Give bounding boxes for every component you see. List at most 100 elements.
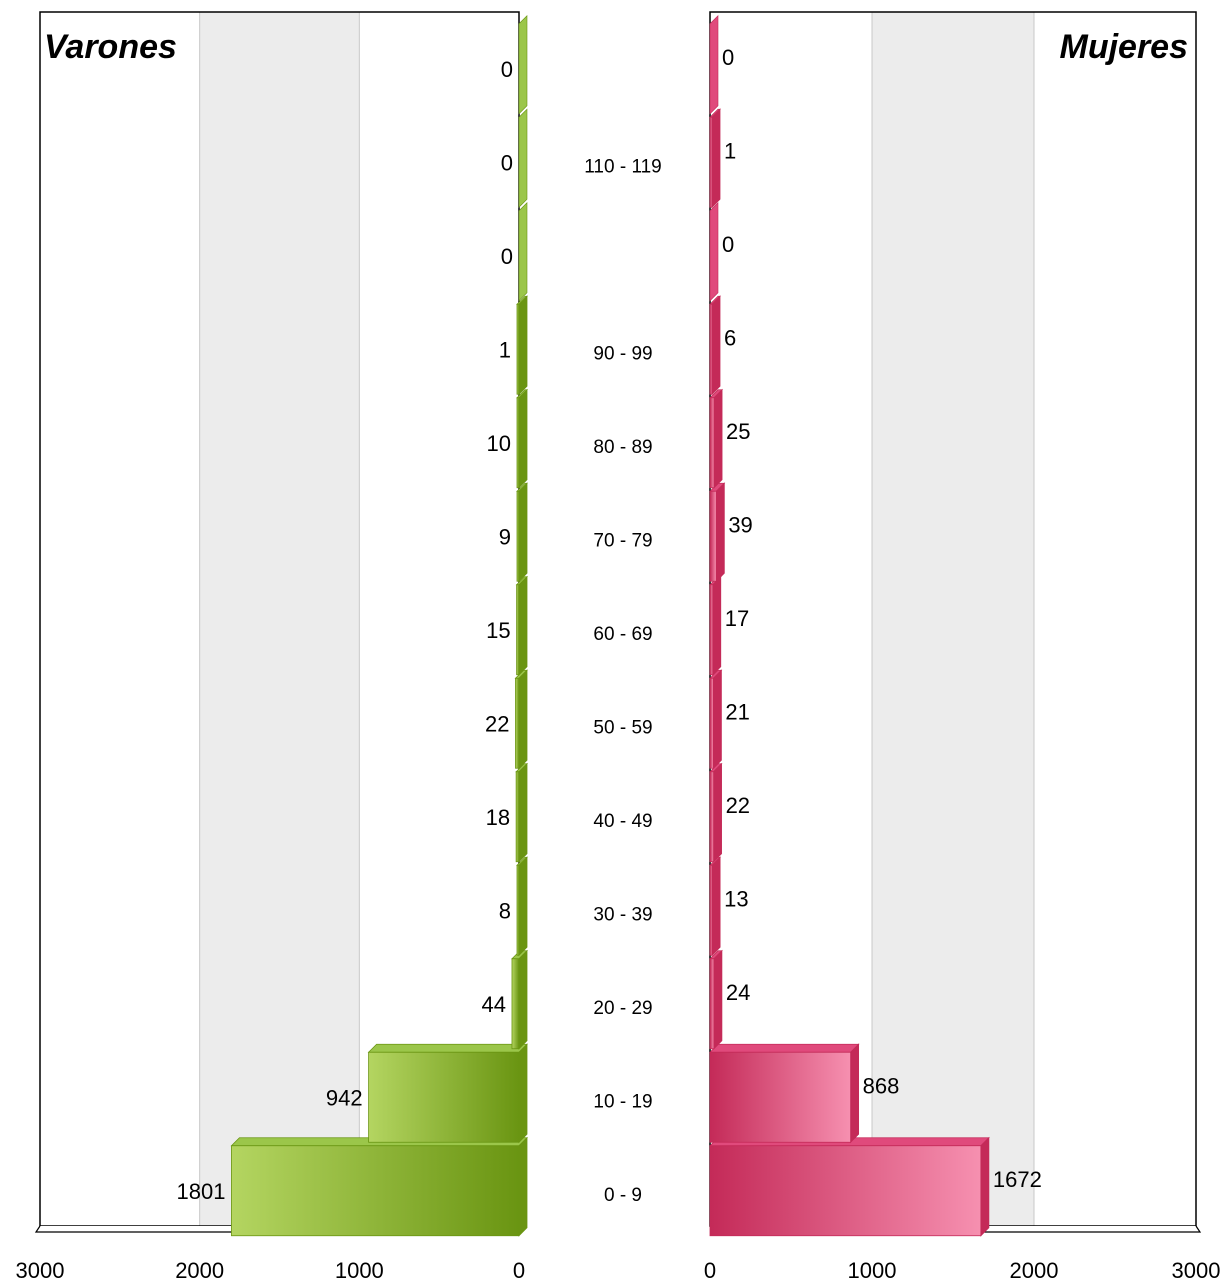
right-bar-side <box>715 482 725 583</box>
left-value-label: 9 <box>499 524 511 549</box>
right-value-label: 1 <box>724 138 736 163</box>
right-bar-side <box>711 108 721 209</box>
right-value-label: 17 <box>725 606 749 631</box>
left-value-label: 942 <box>326 1085 363 1110</box>
category-labels: 0 - 9 10 - 19 20 - 29 30 - 39 40 - 49 50 - 59… <box>584 156 661 1206</box>
left-value-label: 8 <box>499 898 511 923</box>
left-bar-side <box>518 1136 528 1237</box>
right-tick-label: 1000 <box>848 1258 897 1283</box>
right-bar <box>709 116 713 208</box>
category-label: 60 - 69 <box>593 624 652 645</box>
category-label: 70 - 79 <box>593 530 652 551</box>
right-bar <box>709 397 715 489</box>
right-bar <box>709 677 714 769</box>
left-bar-side <box>518 1043 528 1144</box>
right-value-label: 13 <box>724 886 748 911</box>
right-bar <box>709 771 714 863</box>
left-value-label: 10 <box>487 431 511 456</box>
right-value-label: 22 <box>726 793 750 818</box>
mujeres-panel: 1672 868 24 13 22 21 17 39 25 6 0 1 0 3000 2000 1000 0 <box>704 11 1221 1283</box>
left-bar-side <box>518 295 528 396</box>
left-bar <box>231 1145 520 1237</box>
category-label: 40 - 49 <box>593 811 652 832</box>
left-bar-side <box>518 856 528 957</box>
left-bar-side <box>518 575 528 676</box>
right-value-label: 24 <box>726 980 750 1005</box>
left-bar-side <box>518 669 528 770</box>
category-label: 30 - 39 <box>593 904 652 925</box>
right-value-label: 21 <box>725 699 749 724</box>
right-value-label: 39 <box>728 512 752 537</box>
left-tick-label: 3000 <box>16 1258 65 1283</box>
right-bar <box>709 958 715 1050</box>
left-bar <box>368 1051 520 1143</box>
left-value-label: 1801 <box>176 1179 225 1204</box>
right-bar <box>709 15 719 115</box>
left-value-label: 0 <box>501 57 513 82</box>
right-value-label: 6 <box>724 325 736 350</box>
left-bar <box>515 677 520 769</box>
category-label: 0 - 9 <box>604 1185 642 1206</box>
left-bar <box>516 490 520 582</box>
left-bar-top <box>367 1043 528 1053</box>
right-grid-band <box>872 12 1034 1226</box>
left-bar-side <box>518 482 528 583</box>
right-value-label: 1672 <box>993 1167 1042 1192</box>
left-value-label: 22 <box>485 711 509 736</box>
left-value-label: 1 <box>499 337 511 362</box>
left-bar <box>516 303 520 395</box>
left-bar <box>516 584 520 676</box>
category-label: 50 - 59 <box>593 717 652 738</box>
left-value-label: 18 <box>486 805 510 830</box>
right-bar-side <box>850 1043 860 1144</box>
right-bar-side <box>711 295 721 396</box>
right-value-label: 0 <box>722 45 734 70</box>
right-bar-side <box>713 669 722 770</box>
right-bar <box>709 1145 982 1237</box>
left-value-label: 44 <box>481 992 505 1017</box>
right-bar <box>709 303 713 395</box>
right-bar <box>709 202 719 302</box>
left-value-label: 15 <box>486 618 510 643</box>
left-tick-label: 1000 <box>335 1258 384 1283</box>
category-label: 10 - 19 <box>593 1091 652 1112</box>
right-bar-side <box>711 856 721 957</box>
right-bar-top <box>709 1043 860 1053</box>
left-bar <box>518 15 528 115</box>
left-bar <box>515 771 520 863</box>
right-tick-label: 3000 <box>1172 1258 1221 1283</box>
right-bar-side <box>980 1136 990 1237</box>
right-bar <box>709 584 714 676</box>
right-bar-side <box>713 388 723 489</box>
category-label: 20 - 29 <box>593 998 652 1019</box>
right-value-label: 0 <box>722 232 734 257</box>
left-tick-label: 0 <box>513 1258 525 1283</box>
right-value-label: 868 <box>863 1073 900 1098</box>
left-value-label: 0 <box>501 244 513 269</box>
right-bar <box>709 1051 852 1143</box>
category-label: 110 - 119 <box>584 156 661 177</box>
left-grid-band <box>199 12 360 1226</box>
left-tick-label: 2000 <box>175 1258 224 1283</box>
right-tick-label: 2000 <box>1010 1258 1059 1283</box>
category-label: 80 - 89 <box>593 437 652 458</box>
right-bar-side <box>712 575 722 676</box>
left-bar <box>516 397 520 489</box>
right-bar <box>709 490 717 582</box>
right-bar-side <box>713 762 722 863</box>
right-bar-side <box>713 949 723 1050</box>
left-bar-side <box>518 388 528 489</box>
right-value-label: 25 <box>726 419 750 444</box>
left-bar <box>518 108 528 208</box>
left-bar-side <box>518 949 528 1050</box>
left-bar-side <box>518 762 528 863</box>
right-bar <box>709 864 713 956</box>
right-tick-label: 0 <box>704 1258 716 1283</box>
left-value-label: 0 <box>501 150 513 175</box>
left-bar <box>516 864 520 956</box>
category-label: 90 - 99 <box>593 343 652 364</box>
series-title-varones: Varones <box>44 28 177 66</box>
left-bar <box>518 202 528 302</box>
